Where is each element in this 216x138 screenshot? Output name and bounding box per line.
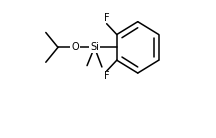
Text: Si: Si: [90, 42, 99, 52]
Text: O: O: [71, 42, 79, 52]
Text: F: F: [104, 13, 110, 23]
Text: F: F: [104, 71, 110, 81]
